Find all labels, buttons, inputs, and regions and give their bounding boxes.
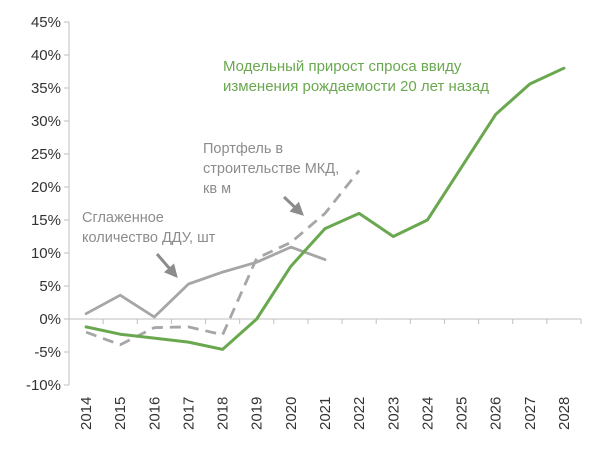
x-tick-label: 2023 [385, 397, 402, 430]
x-axis: 2014 2015 2016 2017 2018 2019 2020 2021 2022 2023… [68, 318, 582, 430]
annotation-green-line-2: изменения рождаемости 20 лет назад [223, 78, 489, 95]
x-tick-label: 2017 [180, 397, 197, 430]
y-tick-label: 5% [39, 278, 61, 295]
y-tick-label: 0% [39, 311, 61, 328]
annotation-ddu-line-2: количество ДДУ, шт [82, 230, 216, 246]
annotation-portfolio-arrow [282, 195, 304, 216]
annotation-portfolio-line-2: строительстве МКД, [203, 161, 339, 177]
series-layer [84, 66, 566, 351]
y-tick-label: 35% [31, 80, 61, 97]
annotation-ddu: Сглаженное количество ДДУ, шт [82, 210, 216, 279]
annotation-green-line-1: Модельный прирост спроса ввиду [223, 58, 462, 75]
y-tick-label: 40% [31, 47, 61, 64]
x-tick-label: 2015 [112, 397, 129, 430]
annotation-green: Модельный прирост спроса ввиду изменения… [223, 58, 489, 95]
annotation-ddu-arrow [155, 253, 178, 279]
x-tick-label: 2024 [419, 397, 436, 430]
x-tick-label: 2026 [488, 397, 505, 430]
annotation-ddu-line-1: Сглаженное [82, 210, 164, 226]
x-tick-label: 2022 [351, 397, 368, 430]
y-tick-label: 25% [31, 146, 61, 163]
annotation-portfolio-line-1: Портфель в [203, 141, 283, 157]
x-tick-label: 2025 [454, 397, 471, 430]
series-line-1 [84, 245, 327, 319]
y-tick-label: 45% [31, 14, 61, 31]
x-tick-label: 2018 [215, 397, 232, 430]
y-tick-label: 30% [31, 113, 61, 130]
x-tick-label: 2027 [522, 397, 539, 430]
x-tick-label: 2014 [78, 397, 95, 430]
annotation-portfolio-line-3: кв м [203, 181, 231, 197]
y-tick-label: 15% [31, 212, 61, 229]
x-tick-label: 2019 [249, 397, 266, 430]
series-line-0 [84, 66, 566, 351]
series-line-2 [85, 169, 361, 347]
y-tick-label: -10% [26, 377, 61, 394]
x-tick-label: 2016 [146, 397, 163, 430]
y-axis: -10% -5% 0% 5% 10% 15% 20% 25% 30% 35% 40% 45% [26, 14, 70, 394]
x-tick-label: 2028 [556, 397, 573, 430]
x-tick-label: 2020 [283, 397, 300, 430]
y-tick-label: 20% [31, 179, 61, 196]
y-tick-label: -5% [34, 344, 61, 361]
x-tick-label: 2021 [317, 397, 334, 430]
annotation-portfolio: Портфель в строительстве МКД, кв м [203, 141, 339, 216]
y-tick-label: 10% [31, 245, 61, 262]
